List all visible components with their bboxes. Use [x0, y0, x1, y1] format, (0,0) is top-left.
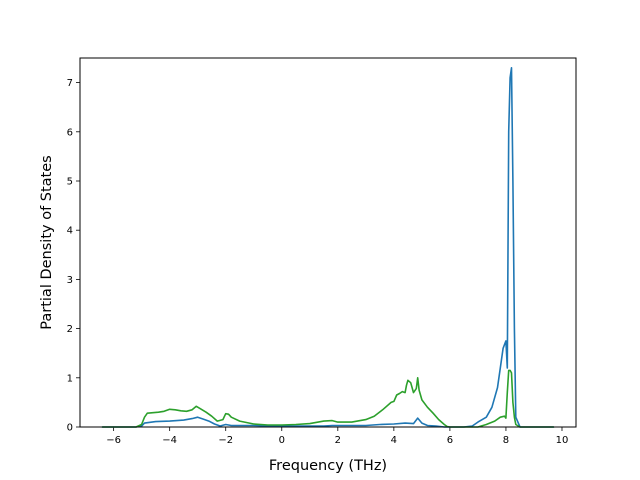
y-tick-label: 1: [67, 373, 73, 384]
y-axis-label: Partial Density of States: [39, 155, 55, 329]
x-tick-label: 0: [279, 435, 285, 446]
x-axis-ticks: −6 −4 −2 0 2 4 6 8 10: [106, 427, 568, 446]
x-tick-label: −2: [218, 435, 233, 446]
y-axis-ticks: 0 1 2 3 4 5 6 7: [67, 78, 80, 434]
y-tick-label: 0: [67, 423, 73, 434]
series-line-1: [101, 67, 555, 428]
y-tick-label: 4: [67, 226, 73, 237]
y-tick-label: 7: [67, 78, 73, 89]
x-tick-label: −4: [162, 435, 177, 446]
x-axis-label: Frequency (THz): [269, 458, 387, 474]
y-tick-label: 3: [67, 275, 73, 286]
series-line-2: [101, 369, 555, 428]
y-tick-label: 5: [67, 177, 73, 188]
x-tick-label: 8: [503, 435, 509, 446]
x-tick-label: 2: [335, 435, 341, 446]
series-layer: [101, 67, 555, 428]
plot-frame: [79, 57, 577, 428]
x-tick-label: 10: [556, 435, 569, 446]
x-tick-label: −6: [106, 435, 121, 446]
y-tick-label: 2: [67, 324, 73, 335]
y-tick-label: 6: [67, 127, 73, 138]
x-tick-label: 6: [447, 435, 453, 446]
x-tick-label: 4: [391, 435, 397, 446]
